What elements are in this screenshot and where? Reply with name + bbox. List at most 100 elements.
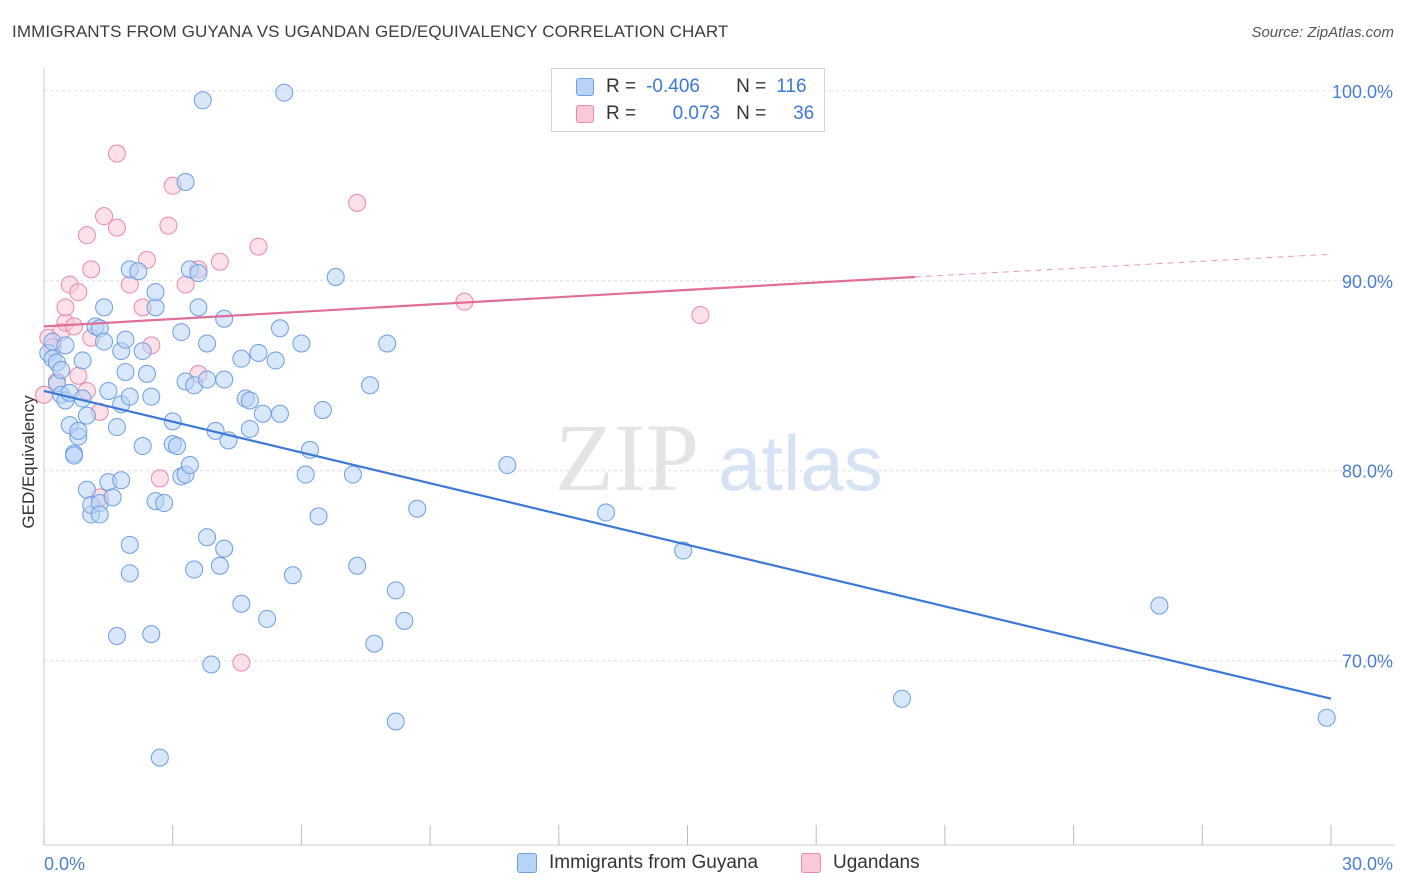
guyana-point (129, 262, 148, 281)
guyana-point (365, 634, 384, 653)
chart-title: IMMIGRANTS FROM GUYANA VS UGANDAN GED/EQ… (12, 22, 729, 41)
guyana-point (99, 381, 118, 400)
guyana-point (198, 334, 217, 353)
legend-n-label: N = (736, 76, 767, 97)
guyana-point (107, 627, 126, 646)
guyana-point (240, 391, 259, 410)
y-tick-label: 90.0% (1342, 272, 1393, 292)
guyana-point (189, 264, 208, 283)
guyana-point (249, 343, 268, 362)
guyana-point (69, 421, 88, 440)
watermark: ZIP atlas (555, 404, 883, 511)
guyana-point (275, 83, 294, 102)
guyana-point (378, 334, 397, 353)
guyana-point (189, 298, 208, 317)
guyana-point (326, 267, 345, 286)
watermark-atlas: atlas (718, 419, 883, 507)
ugandans-point (95, 207, 114, 226)
legend-r-label: R = (606, 76, 637, 97)
tick-labels: 70.0% 80.0% 90.0% 100.0% 0.0% 30.0% (44, 82, 1393, 874)
guyana-point (95, 332, 114, 351)
guyana-point (596, 503, 615, 522)
guyana-point (270, 404, 289, 423)
ugandans-point (65, 317, 84, 336)
guyana-point (309, 507, 328, 526)
guyana-point (198, 370, 217, 389)
guyana-point (137, 364, 156, 383)
guyana-point (107, 418, 126, 437)
guyana-point (232, 349, 251, 368)
legend-row-ugandans: R = 0.073 N = 36 (552, 100, 814, 128)
legend-row-guyana: R = -0.406 N = 116 (552, 73, 807, 101)
ugandans-point (107, 218, 126, 237)
blue-swatch (576, 78, 594, 96)
guyana-point (167, 437, 186, 456)
legend-series-label: Immigrants from Guyana (549, 852, 759, 873)
ugandans-point (107, 144, 126, 163)
ugandans-trend-extension (914, 253, 1332, 278)
ugandans-trend-line (43, 275, 915, 328)
guyana-point (90, 505, 109, 524)
guyana-point (215, 309, 234, 328)
guyana-point (258, 609, 277, 628)
legend-r-value: 0.073 (672, 103, 721, 124)
guyana-points (39, 83, 1336, 767)
guyana-point (73, 351, 92, 370)
guyana-point (266, 351, 285, 370)
guyana-point (103, 488, 122, 507)
guyana-point (120, 564, 139, 583)
guyana-point (253, 404, 272, 423)
pink-swatch (801, 853, 821, 873)
series-legend: Immigrants from Guyana Ugandans (0, 850, 1406, 880)
guyana-point (296, 465, 315, 484)
guyana-point (395, 611, 414, 630)
watermark-zip: ZIP (555, 404, 699, 511)
guyana-point (270, 319, 289, 338)
guyana-point (180, 456, 199, 475)
legend-r-label: R = (606, 103, 637, 124)
guyana-point (112, 471, 131, 490)
ugandans-point (159, 216, 178, 235)
guyana-point (172, 323, 191, 342)
y-tick-label: 70.0% (1342, 652, 1393, 672)
guyana-point (198, 528, 217, 547)
ugandans-point (232, 653, 251, 672)
guyana-point (408, 499, 427, 518)
guyana-point (674, 541, 693, 560)
guyana-point (116, 330, 135, 349)
legend-n-label: N = (736, 103, 767, 124)
legend-series-label: Ugandans (833, 852, 920, 873)
grid-lines (44, 90, 1395, 662)
guyana-point (142, 625, 161, 644)
ugandans-point (69, 366, 88, 385)
guyana-point (498, 456, 517, 475)
guyana-point (120, 535, 139, 554)
guyana-point (292, 334, 311, 353)
guyana-point (348, 556, 367, 575)
guyana-point (1317, 708, 1336, 727)
guyana-point (215, 539, 234, 558)
trend-lines (43, 253, 1332, 700)
ugandans-point (691, 305, 710, 324)
guyana-point (210, 556, 229, 575)
guyana-point (95, 298, 114, 317)
guyana-point (215, 370, 234, 389)
guyana-point (77, 406, 96, 425)
pink-swatch (576, 105, 594, 123)
guyana-point (133, 437, 152, 456)
guyana-point (240, 419, 259, 438)
guyana-point (52, 361, 71, 380)
guyana-point (232, 594, 251, 613)
guyana-point (146, 298, 165, 317)
guyana-point (150, 748, 169, 767)
legend-r-value: -0.406 (646, 76, 700, 97)
guyana-point (65, 446, 84, 465)
ugandans-point (210, 252, 229, 271)
ugandans-point (82, 260, 101, 279)
guyana-point (146, 283, 165, 302)
guyana-trend-line (43, 389, 1332, 700)
legend-item-guyana: Immigrants from Guyana (517, 852, 758, 874)
legend-item-ugandans: Ugandans (801, 852, 920, 874)
guyana-point (202, 655, 221, 674)
legend-n-value: 36 (793, 103, 815, 124)
